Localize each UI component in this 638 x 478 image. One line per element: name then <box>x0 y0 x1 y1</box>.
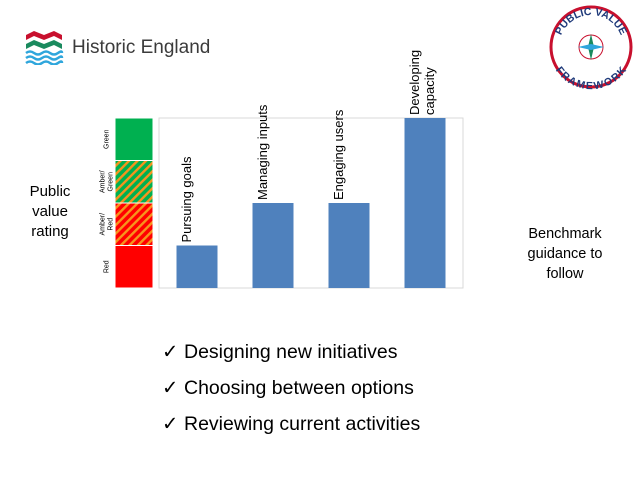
benchmark-note: Benchmark guidance to follow <box>510 224 620 284</box>
public-value-bar-chart: Red Amber/Red Amber/Green Green Pursuing go… <box>100 50 464 289</box>
rating-label-line-1: Public <box>29 183 71 200</box>
brand-name: Historic England <box>72 37 211 58</box>
public-value-rating-label: Public value rating <box>20 182 80 242</box>
category-label: Managing inputs <box>255 104 270 200</box>
historic-england-logo-icon <box>25 31 64 66</box>
benchmark-line-1: Benchmark <box>528 226 602 242</box>
checklist-item-label: Designing new initiatives <box>184 341 398 363</box>
use-cases-checklist: ✓ Designing new initiatives ✓ Choosing bet… <box>162 334 420 442</box>
category-label: Engaging users <box>331 109 346 200</box>
rating-band-label: Amber/Red <box>100 213 115 236</box>
rating-band <box>114 117 154 161</box>
rating-band-label: Red <box>104 260 111 273</box>
rating-label-line-2: value <box>32 203 68 220</box>
bar <box>328 203 370 288</box>
rating-band <box>114 245 154 289</box>
category-label: Developingcapacity <box>407 50 437 115</box>
checklist-item-label: Reviewing current activities <box>184 413 421 435</box>
check-icon: ✓ <box>162 413 179 435</box>
bar <box>176 245 218 288</box>
compass-icon <box>578 34 604 60</box>
rating-band-label: Amber/Green <box>100 170 115 193</box>
rating-band <box>114 160 154 204</box>
bar <box>404 118 446 288</box>
benchmark-line-2: guidance to <box>527 246 603 262</box>
checklist-item-label: Choosing between options <box>184 377 414 399</box>
check-icon: ✓ <box>162 377 179 399</box>
checklist-item: ✓ Reviewing current activities <box>162 406 420 442</box>
category-label: Pursuing goals <box>179 156 194 242</box>
historic-england-logo: Historic England <box>24 29 210 66</box>
check-icon: ✓ <box>162 341 179 363</box>
bar <box>252 203 294 288</box>
checklist-item: ✓ Designing new initiatives <box>162 334 420 370</box>
benchmark-line-3: follow <box>546 266 584 282</box>
checklist-item: ✓ Choosing between options <box>162 370 420 406</box>
plot-area <box>158 117 464 289</box>
public-value-framework-badge: PUBLIC VALUE FRAMEWORK <box>549 5 633 90</box>
rating-band <box>114 202 154 246</box>
rating-label-line-3: rating <box>31 223 69 240</box>
rating-band-label: Green <box>104 129 111 149</box>
